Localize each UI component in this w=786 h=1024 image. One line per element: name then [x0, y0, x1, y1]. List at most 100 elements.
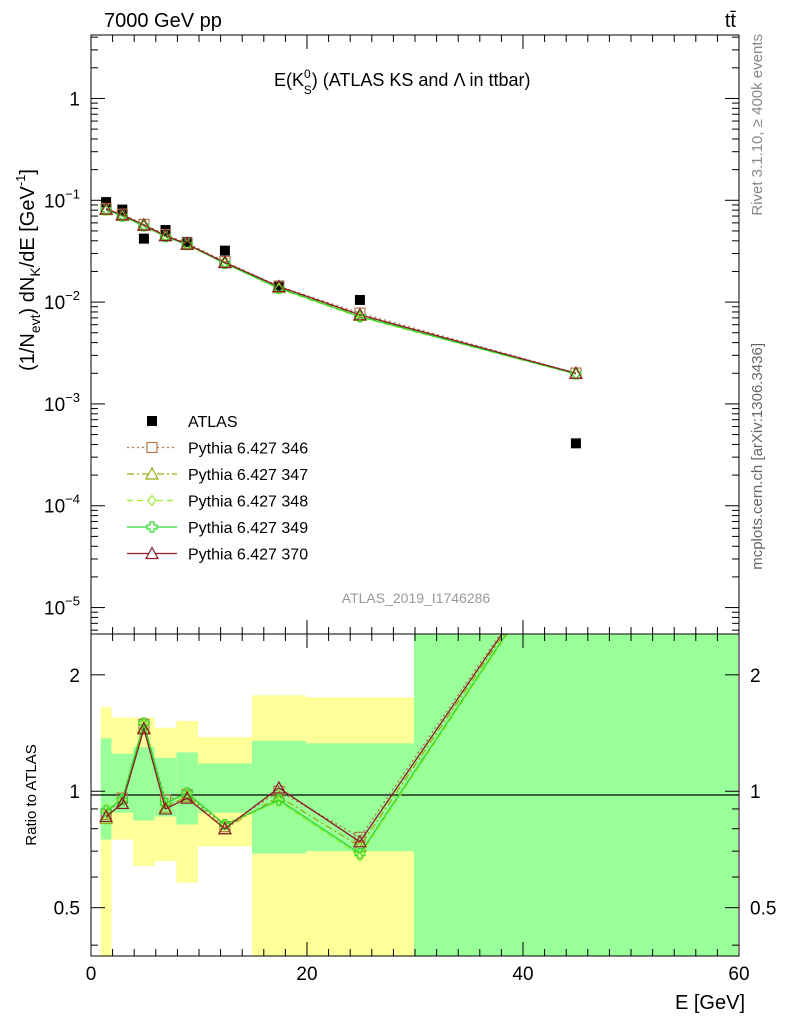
legend-marker-0	[147, 416, 157, 426]
x-tick-label-1: 20	[296, 964, 317, 985]
y-tick-label-4: 10−4	[44, 492, 80, 518]
main-frame	[90, 34, 740, 635]
ratio-point-s4-0	[99, 809, 114, 823]
data-point-s5-1	[115, 207, 130, 221]
ratio-uncertainty-bands	[100, 634, 738, 956]
ratio-point-s3-5	[219, 818, 231, 831]
legend-marker-2	[144, 466, 160, 480]
x-axis-label: E [GeV]	[675, 992, 745, 1014]
legend-label-4: Pythia 6.427 349	[188, 520, 308, 537]
data-point-s5-4	[180, 236, 195, 250]
y-tick-label-0: 1	[69, 89, 80, 110]
data-point-s0-7	[354, 294, 365, 305]
y-tick-label-3: 10−3	[44, 390, 80, 416]
data-point-s0-8	[570, 438, 581, 449]
analysis-watermark: ATLAS_2019_I1746286	[342, 590, 491, 606]
ratio-point-s4-7	[352, 834, 367, 848]
ratio-y-tick-label-right-2: 0.5	[750, 899, 776, 920]
energy-label: 7000 GeV pp	[104, 10, 222, 32]
ratio-y-tick-label-left-1: 1	[69, 782, 80, 803]
ratio-line-4	[105, 634, 503, 843]
x-tick-label-3: 60	[728, 964, 749, 985]
y-tick-label-2: 10−2	[44, 288, 80, 314]
series-line-4	[105, 208, 577, 375]
data-point-s5-2	[136, 217, 151, 231]
ratio-point-s4-5	[217, 821, 232, 835]
ratio-point-s3-2	[138, 717, 150, 729]
legend-label-3: Pythia 6.427 348	[188, 494, 308, 511]
legend-marker-1	[146, 441, 158, 454]
legend-label-0: ATLAS	[188, 414, 238, 431]
green-band-0	[100, 738, 112, 840]
rivet-version-label: Rivet 3.1.10, ≥ 400k events	[749, 34, 766, 216]
ratio-panel: 2 2 1 1 0.5 0.5 0 20 40 60 Ratio to ATLAS E [GeV]	[23, 633, 777, 1014]
series-line-5	[105, 208, 577, 374]
legend-label-2: Pythia 6.427 347	[188, 467, 308, 484]
legend: ATLAS Pythia 6.427 346 Pythia 6.427 347 Pyt…	[127, 414, 308, 564]
data-point-s0-5	[219, 245, 230, 256]
data-point-s4-1	[116, 210, 128, 222]
data-point-s5-6	[271, 279, 286, 293]
ratio-point-s3-0	[100, 805, 112, 817]
series-line-3	[105, 209, 577, 375]
main-axis-ticks	[90, 35, 740, 634]
y-tick-label-5: 10−5	[44, 594, 80, 620]
ratio-point-s3-6	[273, 794, 285, 806]
data-point-s4-3	[159, 230, 172, 243]
ratio-point-s2-7	[355, 850, 365, 862]
ratio-point-s4-4	[180, 790, 195, 804]
green-band-2	[133, 747, 155, 821]
series-line-2	[105, 208, 577, 375]
ratio-y-axis-label: Ratio to ATLAS	[23, 744, 40, 845]
ratio-point-s4-2	[136, 721, 151, 735]
ratio-point-s2-6	[274, 795, 284, 808]
series-line-1	[105, 207, 577, 374]
data-point-s5-7	[352, 307, 367, 321]
ratio-y-tick-label-right-0: 2	[750, 666, 761, 687]
ratio-point-s4-1	[115, 796, 130, 810]
data-point-s5-5	[217, 255, 232, 269]
legend-marker-4	[146, 521, 158, 533]
ratio-plot-area	[99, 634, 509, 862]
ratio-point-s3-4	[181, 787, 193, 799]
data-point-s0-6	[273, 280, 284, 291]
data-point-s0-4	[182, 236, 193, 247]
mcplots-label: mcplots.cern.ch [arXiv:1306.3436]	[749, 343, 766, 570]
ratio-point-s1-3	[158, 799, 173, 813]
main-panel: 1 10−1 10−2 10−3 10−4 10−5 E(K0 S) (ATLAS KS a…	[13, 34, 740, 635]
data-point-s4-7	[354, 311, 366, 323]
legend-marker-5	[144, 546, 160, 560]
ratio-point-s4-6	[271, 780, 286, 794]
ratio-line-0	[105, 634, 501, 839]
green-band-5	[197, 763, 252, 813]
main-y-tick-labels: 1 10−1 10−2 10−3 10−4 10−5	[44, 89, 80, 619]
main-plot-area	[99, 197, 583, 449]
process-label: tt̄	[725, 10, 737, 32]
data-point-s5-8	[568, 366, 583, 379]
ratio-point-s2-0	[101, 802, 111, 815]
ratio-y-tick-label-left-2: 0.5	[54, 899, 80, 920]
ratio-axis-ticks	[90, 634, 740, 956]
main-y-axis-label: (1/Nevt) dNK/dE [GeV-1]	[13, 169, 43, 371]
ratio-y-tick-label-left-0: 2	[69, 666, 80, 687]
data-point-s3-6	[274, 282, 284, 295]
x-tick-label-0: 0	[86, 964, 97, 985]
legend-label-1: Pythia 6.427 346	[188, 441, 308, 458]
data-point-s5-0	[99, 201, 114, 215]
legend-label-5: Pythia 6.427 370	[188, 547, 308, 564]
data-point-s0-2	[138, 233, 149, 244]
ratio-point-s1-0	[99, 811, 114, 825]
data-point-s4-6	[273, 282, 285, 294]
data-point-s5-3	[158, 228, 173, 242]
green-band-7	[305, 743, 414, 852]
y-tick-label-1: 10−1	[44, 186, 80, 212]
data-point-s3-7	[355, 311, 365, 324]
ratio-y-tick-label-right-1: 1	[750, 782, 761, 803]
plot-title: E(K0 S) (ATLAS KS and Λ in ttbar)	[274, 67, 531, 97]
ratio-point-s3-7	[354, 847, 366, 860]
ratio-point-s4-3	[158, 801, 173, 815]
x-tick-label-2: 40	[512, 964, 533, 985]
ratio-tick-labels: 2 2 1 1 0.5 0.5 0 20 40 60	[54, 666, 777, 985]
legend-marker-3	[147, 494, 157, 507]
